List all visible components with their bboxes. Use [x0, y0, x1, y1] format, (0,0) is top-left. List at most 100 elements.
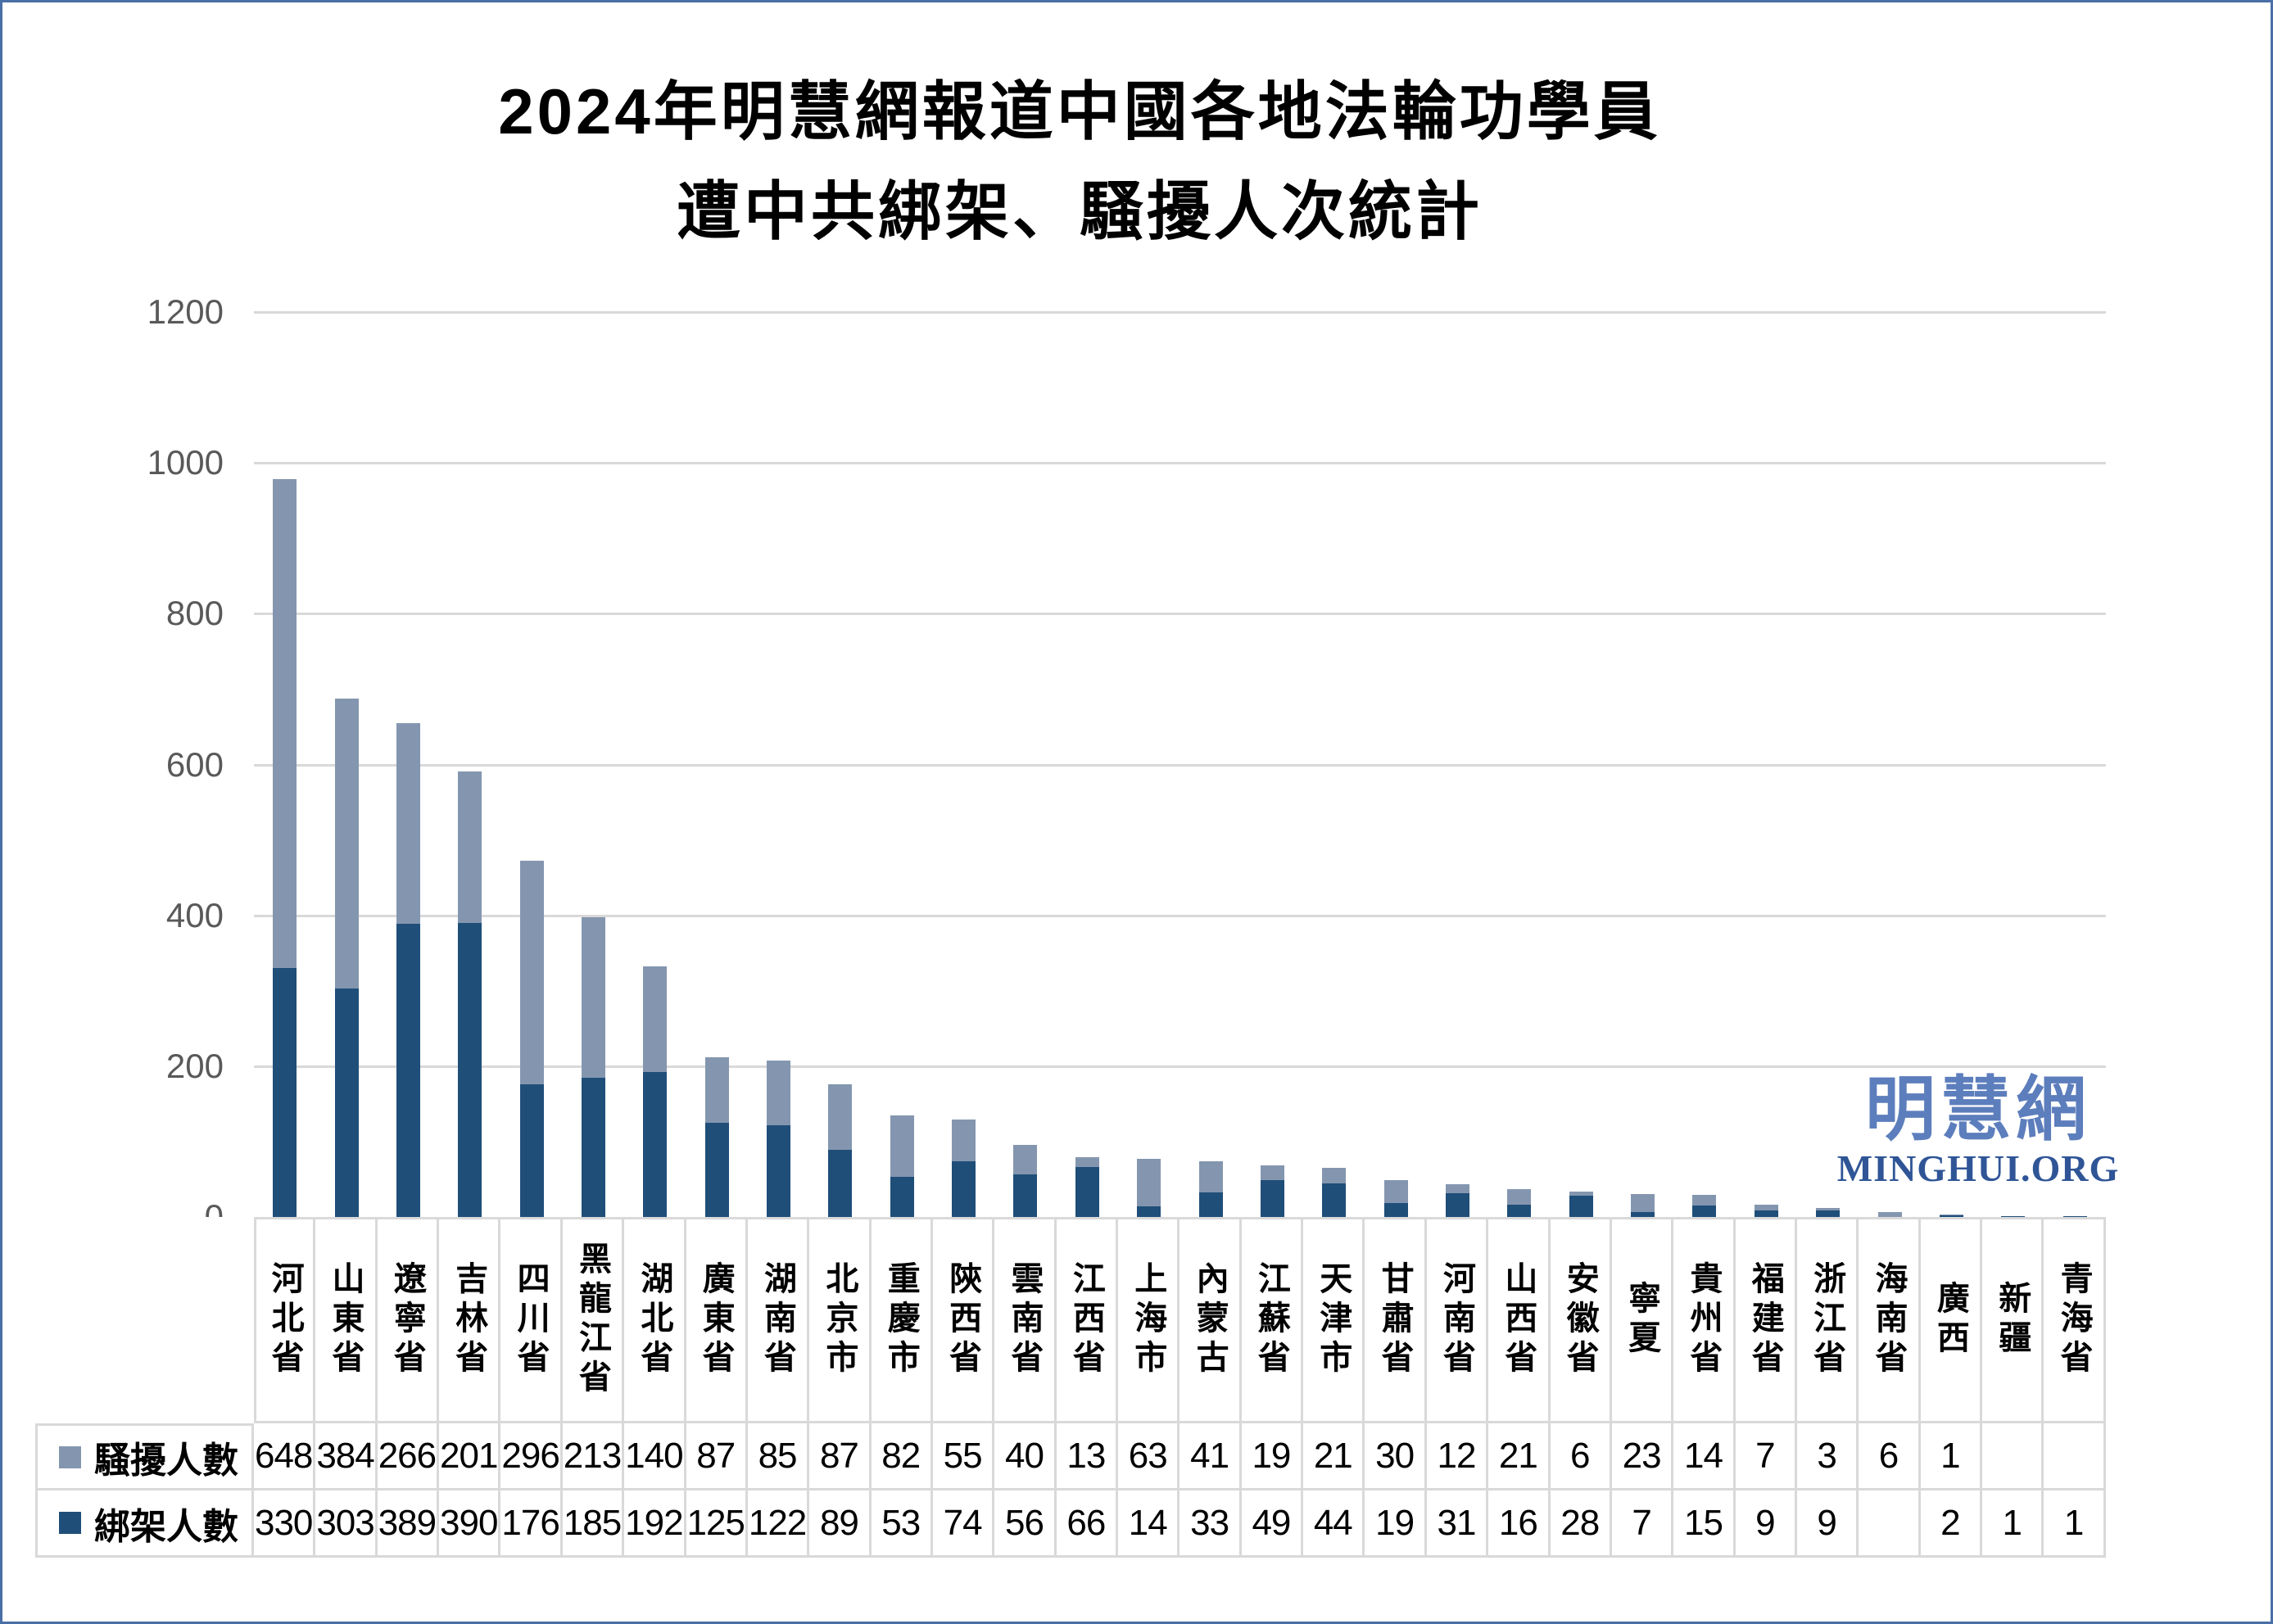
- minghui-logo-url: MINGHUI.ORG: [1836, 1147, 2120, 1189]
- minghui-logo-cjk: 明慧網: [1865, 1070, 2091, 1149]
- table-value-cell: 87: [686, 1423, 748, 1491]
- bar-segment-kidnapping: [1631, 1211, 1655, 1217]
- bar-segment-kidnapping: [890, 1177, 914, 1217]
- bar-segment-harassment: [334, 699, 359, 988]
- bar-stack: [1322, 1168, 1347, 1217]
- bar-column-重慶市: [872, 312, 933, 1217]
- gridline-400: [254, 914, 2106, 917]
- bar-stack: [1816, 1207, 1841, 1217]
- province-label: 新疆: [1994, 1281, 2031, 1359]
- bar-stack: [1137, 1159, 1161, 1217]
- bar-segment-harassment: [1507, 1188, 1532, 1206]
- bar-column-內蒙古: [1180, 312, 1241, 1217]
- bar-segment-kidnapping: [1446, 1193, 1469, 1217]
- bar-stack: [1569, 1191, 1593, 1217]
- province-label-cell: 上海市: [1118, 1217, 1180, 1423]
- bar-column-黑龍江省: [563, 312, 624, 1217]
- y-axis-tick-label: 800: [165, 594, 224, 633]
- bar-column-河南省: [1427, 312, 1488, 1217]
- bar-segment-kidnapping: [458, 922, 482, 1217]
- bar-segment-kidnapping: [767, 1124, 791, 1217]
- bar-segment-kidnapping: [396, 923, 420, 1217]
- table-value-cell: 330: [254, 1491, 316, 1558]
- bar-stack: [1013, 1144, 1038, 1217]
- y-axis-tick-label: 600: [165, 744, 224, 784]
- table-value-cell: 41: [1180, 1423, 1242, 1491]
- province-label: 山西省: [1500, 1261, 1537, 1379]
- bar-segment-kidnapping: [2062, 1216, 2087, 1217]
- province-label: 寧夏: [1623, 1281, 1660, 1359]
- table-value-cell: 201: [439, 1423, 501, 1491]
- province-label-cell: 吉林省: [439, 1217, 501, 1423]
- table-value-cell: 125: [686, 1491, 748, 1558]
- bar-segment-harassment: [1754, 1205, 1778, 1210]
- province-label: 廣東省: [697, 1261, 734, 1379]
- table-value-cell: 89: [809, 1491, 872, 1558]
- table-value-cell: 176: [500, 1491, 563, 1558]
- bar-column-吉林省: [439, 312, 500, 1217]
- province-label-cell: 河北省: [254, 1217, 316, 1423]
- province-label: 遼寧省: [388, 1261, 425, 1379]
- table-value-cell: 74: [932, 1491, 995, 1558]
- bar-segment-kidnapping: [1198, 1192, 1223, 1217]
- bar-stack: [767, 1061, 791, 1217]
- table-value-cell: 213: [562, 1423, 625, 1491]
- y-axis-tick-label: 200: [165, 1046, 224, 1085]
- bar-stack: [1754, 1205, 1778, 1217]
- table-value-cell: 6: [1550, 1423, 1612, 1491]
- province-label-cell: 雲南省: [994, 1217, 1057, 1423]
- province-label-cell: 寧夏: [1611, 1217, 1674, 1423]
- province-label: 北京市: [821, 1261, 858, 1379]
- table-value-cell: 2: [1920, 1491, 1983, 1558]
- table-value-cell: 1: [1982, 1491, 2044, 1558]
- province-label: 江西省: [1067, 1261, 1104, 1379]
- bar-segment-harassment: [704, 1056, 729, 1123]
- bar-column-山東省: [315, 312, 377, 1217]
- bar-column-雲南省: [994, 312, 1056, 1217]
- bar-column-安徽省: [1551, 312, 1612, 1217]
- province-label: 四川省: [512, 1261, 549, 1379]
- gridline-200: [254, 1065, 2106, 1068]
- table-value-cell: 33: [1180, 1491, 1242, 1558]
- bar-stack: [396, 722, 420, 1217]
- province-label: 山東省: [327, 1261, 364, 1379]
- bar-column-陝西省: [933, 312, 994, 1217]
- y-axis-tick-label: 1200: [147, 292, 224, 331]
- province-label-cell: 四川省: [500, 1217, 563, 1423]
- data-table: 河北省 山東省 遼寧省 吉林省 四川省 黑龍江省 湖北省 廣東省 湖南省 北京市 重慶市 陝西省 雲南省…: [35, 1217, 2106, 1558]
- bar-segment-kidnapping: [1507, 1205, 1532, 1217]
- bar-segment-kidnapping: [1013, 1174, 1038, 1217]
- province-label: 吉林省: [451, 1261, 487, 1379]
- province-label: 青海省: [2055, 1261, 2092, 1379]
- bar-stack: [458, 771, 482, 1217]
- bar-segment-harassment: [581, 916, 605, 1078]
- table-value-cell: 28: [1550, 1491, 1612, 1558]
- province-label: 河北省: [266, 1261, 303, 1379]
- bar-segment-harassment: [1877, 1212, 1902, 1217]
- table-value-cell: 1: [1920, 1423, 1983, 1491]
- bar-stack: [643, 966, 668, 1217]
- table-value-cell: 23: [1611, 1423, 1674, 1491]
- table-value-cell: [1859, 1491, 1921, 1558]
- table-value-cell: 14: [1673, 1423, 1736, 1491]
- bar-segment-harassment: [396, 722, 420, 924]
- bar-stack: [273, 479, 297, 1217]
- legend-swatch: [59, 1512, 81, 1534]
- bar-stack: [1260, 1165, 1284, 1217]
- bar-segment-harassment: [1569, 1191, 1593, 1197]
- gridline-1200: [254, 311, 2106, 314]
- bar-segment-harassment: [1260, 1165, 1284, 1180]
- bar-stack: [952, 1120, 976, 1217]
- bar-column-貴州省: [1673, 312, 1735, 1217]
- bar-column-青海省: [2044, 312, 2105, 1217]
- province-label-cell: 貴州省: [1673, 1217, 1736, 1423]
- province-label-cell: 安徽省: [1550, 1217, 1612, 1423]
- bar-column-甘肅省: [1365, 312, 1426, 1217]
- province-label: 湖北省: [636, 1261, 672, 1379]
- table-value-cell: 44: [1303, 1491, 1365, 1558]
- province-label-cell: 北京市: [809, 1217, 872, 1423]
- bar-segment-kidnapping: [2001, 1216, 2026, 1217]
- table-value-cell: 85: [747, 1423, 810, 1491]
- bar-stack: [2062, 1216, 2087, 1217]
